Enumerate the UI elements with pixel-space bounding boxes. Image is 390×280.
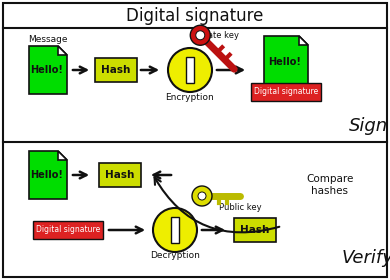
Bar	[33, 221, 103, 239]
Polygon shape	[58, 151, 67, 160]
Text: Hello!: Hello!	[269, 57, 301, 67]
Text: Hash: Hash	[101, 65, 131, 75]
Polygon shape	[299, 36, 308, 45]
Polygon shape	[58, 46, 67, 55]
Text: Hello!: Hello!	[30, 65, 64, 75]
Text: Decryption: Decryption	[150, 251, 200, 260]
Polygon shape	[264, 36, 308, 88]
Bar	[171, 217, 179, 243]
Circle shape	[198, 192, 206, 200]
Text: Verify: Verify	[342, 249, 390, 267]
Bar	[99, 163, 141, 187]
Text: Hash: Hash	[240, 225, 270, 235]
Polygon shape	[29, 151, 67, 199]
Text: Encryption: Encryption	[166, 92, 215, 102]
Bar	[234, 218, 276, 242]
Circle shape	[196, 31, 205, 40]
Polygon shape	[29, 46, 67, 94]
Circle shape	[168, 48, 212, 92]
Bar	[95, 58, 137, 82]
Text: Digital signature: Digital signature	[36, 225, 100, 235]
Text: Private key: Private key	[191, 31, 239, 39]
FancyArrowPatch shape	[154, 178, 279, 232]
Text: Digital signature: Digital signature	[254, 87, 318, 97]
Text: Hello!: Hello!	[30, 170, 64, 180]
Bar	[186, 57, 194, 83]
Bar	[251, 83, 321, 101]
Text: Digital signature: Digital signature	[126, 7, 264, 25]
Text: Hash: Hash	[105, 170, 135, 180]
Circle shape	[192, 186, 212, 206]
Circle shape	[153, 208, 197, 252]
Text: Message: Message	[28, 36, 68, 45]
Text: Public key: Public key	[219, 202, 261, 211]
Text: Compare
hashes: Compare hashes	[306, 174, 354, 196]
Circle shape	[190, 25, 210, 45]
Text: Sign: Sign	[348, 117, 388, 135]
